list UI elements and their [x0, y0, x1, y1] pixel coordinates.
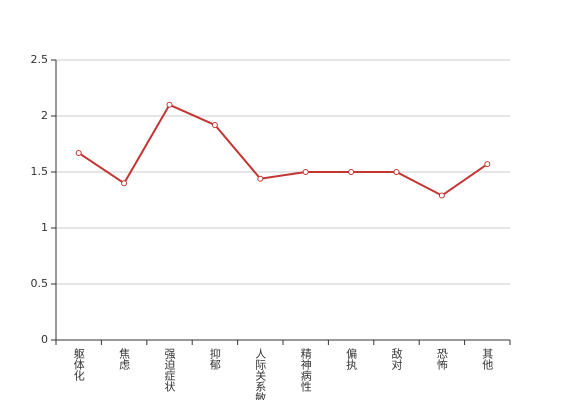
point	[257, 175, 264, 182]
y-tick-label: 0.5	[31, 277, 49, 290]
point	[393, 169, 400, 175]
point	[348, 169, 355, 175]
y-tick-label: 2.5	[31, 53, 49, 66]
point	[438, 192, 445, 199]
y-tick-label: 2	[41, 109, 48, 122]
x-tick-label: 其他	[481, 348, 494, 370]
point	[166, 101, 173, 108]
point	[121, 180, 128, 187]
x-tick-label: 强迫症状	[163, 348, 176, 392]
point	[211, 121, 218, 128]
point	[75, 149, 82, 156]
x-tick-label: 焦虑	[118, 348, 131, 370]
x-tick-label: 敌对	[390, 347, 403, 370]
point	[484, 161, 491, 168]
x-tick-label: 恐怖	[435, 348, 448, 370]
y-tick-label: 1	[41, 221, 48, 234]
line	[78, 103, 488, 197]
x-tick-label: 人际关系敏感	[254, 348, 267, 400]
x-tick-label: 躯体化	[72, 348, 85, 382]
point	[302, 169, 309, 175]
y-tick-label: 0	[41, 333, 48, 346]
x-tick-label: 偏执	[345, 347, 358, 371]
y-tick-label: 1.5	[31, 165, 49, 178]
x-tick-label: 精神病性	[299, 348, 312, 393]
x-tick-label: 抑郁	[208, 347, 221, 370]
